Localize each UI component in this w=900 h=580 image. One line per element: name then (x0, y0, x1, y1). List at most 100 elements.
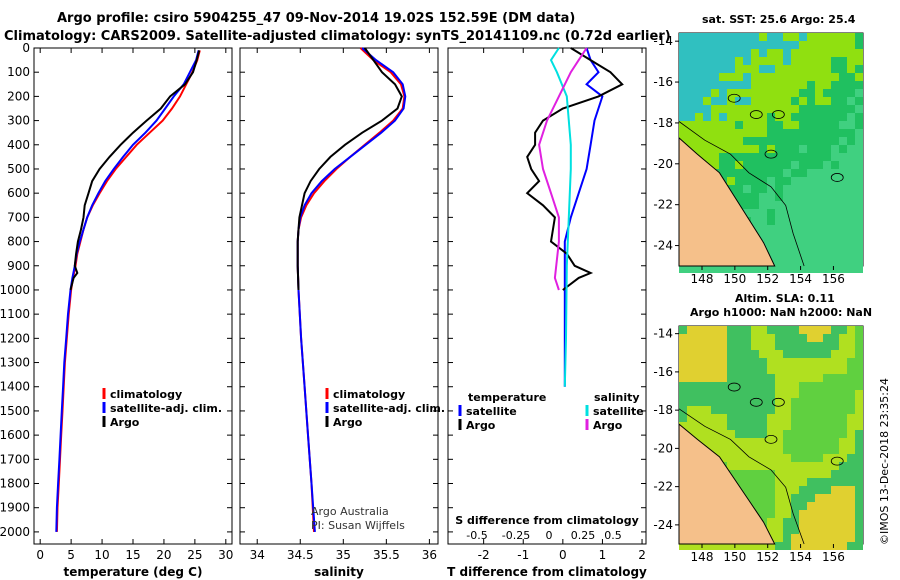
sla-map-cell (807, 406, 815, 414)
sla-map-cell (759, 486, 767, 494)
sst-map-cell (839, 225, 847, 233)
sst-map-cell (855, 57, 863, 65)
sst-map-cell (743, 137, 751, 145)
sst-map-cell (855, 209, 863, 217)
sla-map-cell (743, 414, 751, 422)
legend-heading-salinity: salinity (594, 391, 640, 404)
sst-map-cell (791, 33, 799, 41)
sst-map-cell (839, 241, 847, 249)
sla-map-cell (799, 446, 807, 454)
sst-map-cell (815, 225, 823, 233)
y-tick-label: 2000 (0, 525, 30, 539)
sla-map-cell (807, 414, 815, 422)
sla-map-cell (791, 382, 799, 390)
sla-map-cell (839, 422, 847, 430)
sst-map-cell (703, 113, 711, 121)
sst-map-cell (767, 81, 775, 89)
sst-map-cell (783, 73, 791, 81)
secondary-x-tick-label: 0.5 (604, 529, 622, 542)
sst-map-cell (799, 73, 807, 81)
sst-map-cell (711, 33, 719, 41)
sla-map-cell (847, 494, 855, 502)
y-tick-label: 700 (7, 210, 30, 224)
sst-map-cell (759, 57, 767, 65)
sla-map-cell (807, 422, 815, 430)
sla-map-cell (855, 454, 863, 462)
sla-map-cell (727, 334, 735, 342)
sla-map-cell (759, 478, 767, 486)
sst-map-cell (807, 153, 815, 161)
sst-map-cell (703, 57, 711, 65)
sla-map-cell (775, 350, 783, 358)
sst-map-cell (783, 249, 791, 257)
sst-map-cell (751, 185, 759, 193)
y-tick-label: 1700 (0, 452, 30, 466)
sst-map-cell (847, 185, 855, 193)
sst-map-cell (775, 161, 783, 169)
sst-map-lon-label: 152 (756, 272, 779, 286)
sla-map-cell (831, 390, 839, 398)
sla-map-cell (783, 374, 791, 382)
sla-map-cell (743, 374, 751, 382)
sla-map-cell (847, 470, 855, 478)
sst-map-cell (679, 105, 687, 113)
sst-map-cell (799, 201, 807, 209)
sla-map-cell (759, 342, 767, 350)
sla-map-cell (839, 342, 847, 350)
sst-map-cell (767, 225, 775, 233)
sla-map-cell (727, 422, 735, 430)
sst-map-cell (855, 121, 863, 129)
sla-map-cell (703, 358, 711, 366)
sla-map-cell (751, 494, 759, 502)
sla-map-cell (775, 406, 783, 414)
sla-map-cell (783, 350, 791, 358)
sst-map-cell (855, 217, 863, 225)
sla-map-cell (799, 334, 807, 342)
sla-map-cell (847, 510, 855, 518)
sst-map-cell (767, 169, 775, 177)
sla-map-cell (695, 374, 703, 382)
sla-map-cell (823, 350, 831, 358)
sst-map-cell (839, 209, 847, 217)
sla-map-cell (735, 430, 743, 438)
sst-map-cell (767, 49, 775, 57)
sla-map-cell (751, 326, 759, 334)
sla-map-cell (855, 438, 863, 446)
sst-map-cell (775, 41, 783, 49)
sla-map-cell (799, 374, 807, 382)
sst-map-cell (847, 145, 855, 153)
sst-map-cell (855, 81, 863, 89)
sla-map-cell (759, 454, 767, 462)
sst-map-cell (735, 161, 743, 169)
sla-map-lat-label: -14 (653, 327, 673, 341)
sla-map-cell (703, 334, 711, 342)
y-tick-label: 400 (7, 138, 30, 152)
sst-map-cell (839, 129, 847, 137)
sla-map-cell (815, 478, 823, 486)
sla-map-cell (847, 526, 855, 534)
sst-map-cell (839, 97, 847, 105)
sla-map-cell (711, 342, 719, 350)
sst-map-cell (695, 81, 703, 89)
sla-map-cell (735, 358, 743, 366)
x-tick-label: 36 (422, 548, 437, 562)
sla-map-lon-label: 148 (691, 550, 714, 564)
sla-map-cell (703, 342, 711, 350)
sla-map-cell (855, 326, 863, 334)
sst-map-cell (687, 65, 695, 73)
sst-map-cell (855, 129, 863, 137)
sla-map-cell (727, 446, 735, 454)
sla-map-cell (775, 422, 783, 430)
sst-map-cell (799, 249, 807, 257)
sst-map-cell (855, 193, 863, 201)
sla-map-cell (759, 350, 767, 358)
sla-map-cell (783, 534, 791, 542)
sla-map-cell (831, 382, 839, 390)
sla-map-cell (687, 342, 695, 350)
x-tick-label: 0 (559, 548, 567, 562)
sla-map-cell (783, 430, 791, 438)
sst-map-cell (847, 65, 855, 73)
sla-map-cell (711, 390, 719, 398)
sst-map-cell (727, 161, 735, 169)
sla-map-cell (847, 398, 855, 406)
